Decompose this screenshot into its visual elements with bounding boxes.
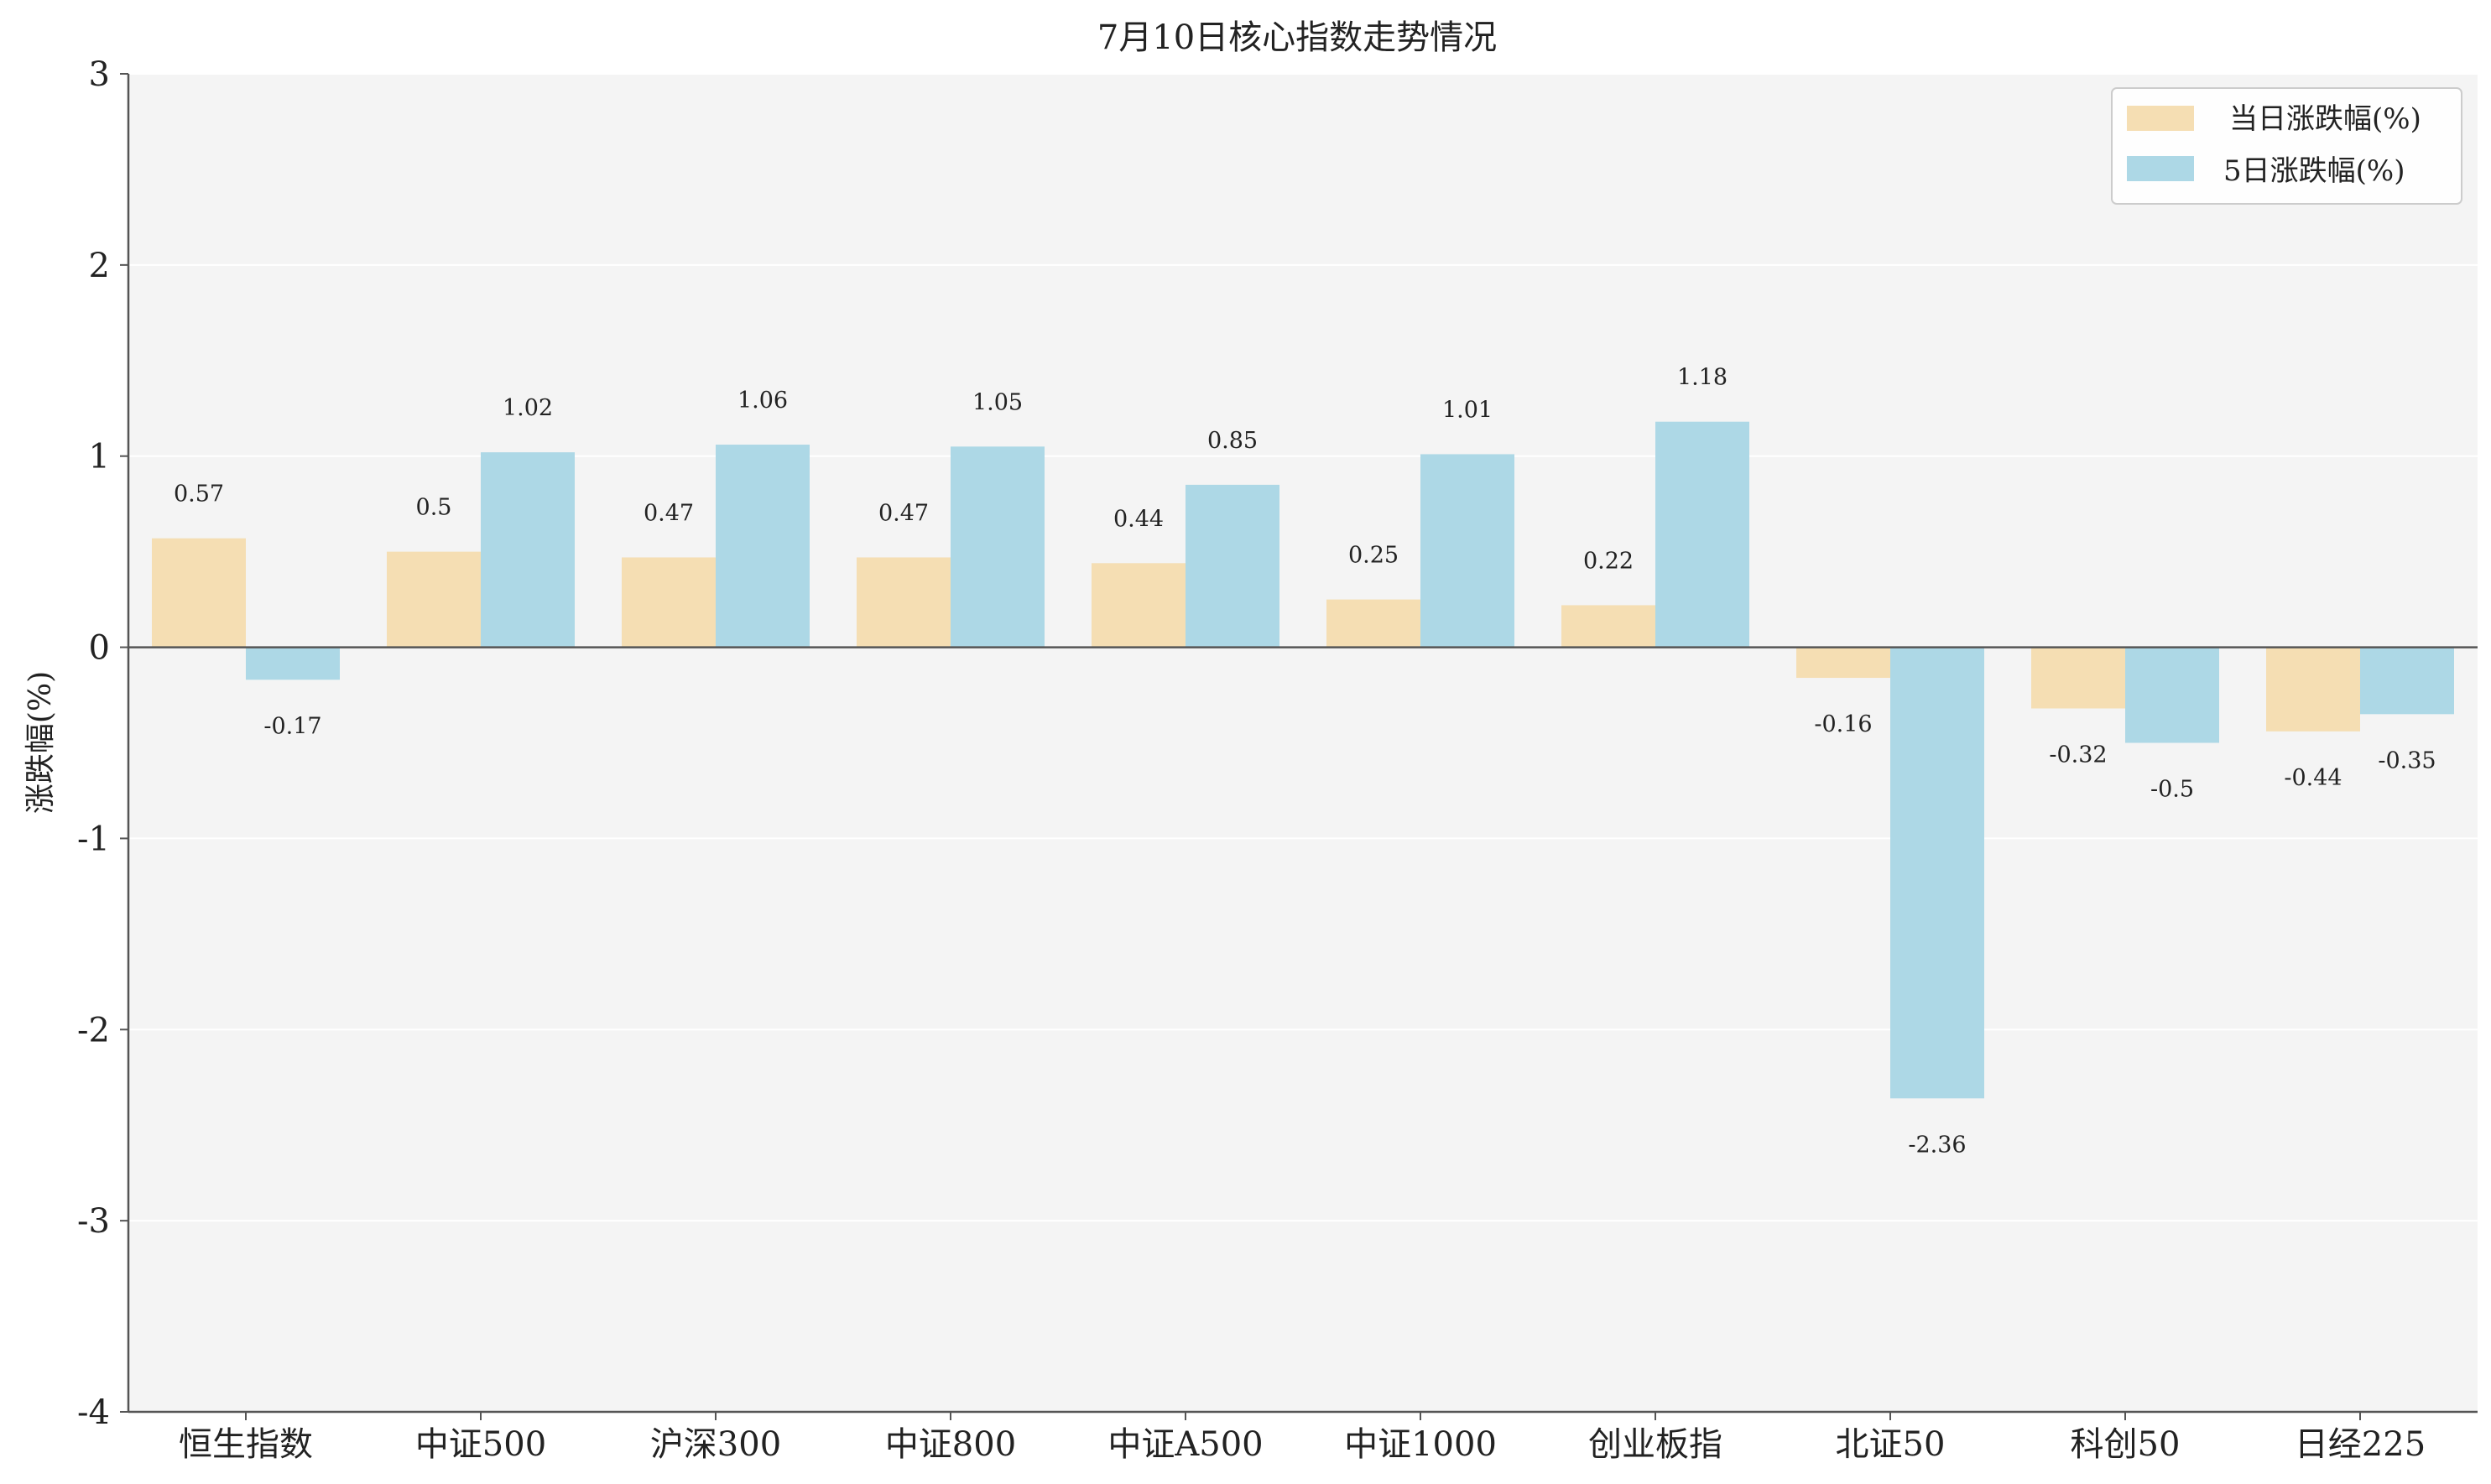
- bar-5day-change: [2125, 647, 2219, 743]
- data-labels: 0.57 0.5 0.47 0.47 0.44 0.25 0.22 -0.16 -0.32 -0.…: [174, 365, 2436, 1159]
- bar-5day-change: [1890, 647, 1984, 1099]
- data-label-daily: 0.5: [416, 495, 452, 521]
- legend-label-5day: 5日涨跌幅(%): [2223, 154, 2405, 188]
- y-axis-title: 涨跌幅(%): [23, 671, 58, 814]
- bar-daily-change: [1561, 605, 1655, 648]
- x-tick-label: 创业板指: [1588, 1425, 1722, 1464]
- x-tick-label: 中证800: [885, 1425, 1016, 1464]
- bar-5day-change: [1186, 484, 1279, 648]
- data-label-daily: 0.47: [644, 500, 694, 526]
- data-label-daily: -0.44: [2284, 765, 2342, 791]
- y-tick-label: -4: [77, 1393, 110, 1432]
- bar-5day-change: [1420, 454, 1514, 648]
- bar-daily-change: [2031, 647, 2125, 709]
- data-label-daily: -0.32: [2049, 742, 2107, 768]
- legend-frame: [2111, 87, 2462, 205]
- plot-background: [128, 74, 2478, 1412]
- chart-title: 7月10日核心指数走势情况: [1097, 18, 1497, 57]
- x-tick-label: 沪深300: [650, 1425, 781, 1464]
- bars: [152, 421, 2454, 1099]
- x-tick-label: 中证1000: [1344, 1425, 1497, 1464]
- y-tick-label: 1: [89, 438, 110, 476]
- data-label-5day: 1.18: [1677, 365, 1728, 391]
- y-tick-label: -3: [77, 1202, 110, 1241]
- data-label-5day: 1.05: [972, 389, 1023, 415]
- x-tick-label: 恒生指数: [179, 1425, 313, 1464]
- data-label-5day: -0.17: [263, 713, 321, 739]
- y-tick-label: 0: [89, 629, 110, 668]
- bar-daily-change: [1326, 599, 1420, 648]
- legend: 当日涨跌幅(%) 5日涨跌幅(%): [2111, 87, 2462, 205]
- data-label-daily: 0.25: [1348, 543, 1399, 569]
- data-label-5day: -0.35: [2378, 747, 2436, 773]
- y-axis-ticks: 3 2 1 0 -1 -2 -3 -4: [77, 55, 128, 1432]
- legend-swatch-5day: [2127, 156, 2194, 181]
- y-tick-label: -2: [77, 1011, 110, 1049]
- x-tick-label: 科创50: [2071, 1425, 2181, 1464]
- bar-daily-change: [1092, 563, 1186, 648]
- bar-daily-change: [1796, 647, 1890, 679]
- data-label-5day: -2.36: [1908, 1132, 1966, 1158]
- data-label-daily: 0.44: [1113, 506, 1164, 532]
- legend-label-daily: 当日涨跌幅(%): [2229, 102, 2421, 136]
- y-tick-label: 3: [89, 55, 110, 94]
- x-tick-label: 中证A500: [1107, 1425, 1263, 1464]
- bar-5day-change: [1655, 421, 1749, 648]
- y-tick-label: 2: [89, 247, 110, 285]
- bar-daily-change: [622, 557, 716, 648]
- bar-daily-change: [857, 557, 951, 648]
- data-label-5day: 0.85: [1207, 428, 1258, 454]
- legend-swatch-daily: [2127, 106, 2194, 131]
- x-axis-ticks: 恒生指数 中证500 沪深300 中证800 中证A500 中证1000 创业板指 北证50 科…: [179, 1412, 2426, 1464]
- bar-daily-change: [152, 538, 246, 648]
- bar-daily-change: [387, 551, 481, 648]
- bar-daily-change: [2266, 647, 2360, 732]
- bar-5day-change: [951, 446, 1045, 648]
- x-tick-label: 北证50: [1836, 1425, 1946, 1464]
- data-label-5day: 1.06: [737, 388, 788, 414]
- data-label-daily: 0.57: [174, 482, 224, 508]
- data-label-5day: -0.5: [2150, 777, 2194, 803]
- data-label-5day: 1.02: [503, 395, 553, 421]
- bar-5day-change: [2360, 647, 2454, 715]
- data-label-daily: 0.22: [1583, 548, 1634, 574]
- x-tick-label: 日经225: [2295, 1425, 2426, 1464]
- x-tick-label: 中证500: [415, 1425, 546, 1464]
- bar-5day-change: [246, 647, 340, 680]
- bar-5day-change: [481, 452, 575, 648]
- y-tick-label: -1: [77, 820, 110, 858]
- data-label-daily: 0.47: [878, 500, 929, 526]
- data-label-daily: -0.16: [1814, 711, 1872, 737]
- data-label-5day: 1.01: [1442, 397, 1493, 423]
- bar-5day-change: [716, 445, 810, 648]
